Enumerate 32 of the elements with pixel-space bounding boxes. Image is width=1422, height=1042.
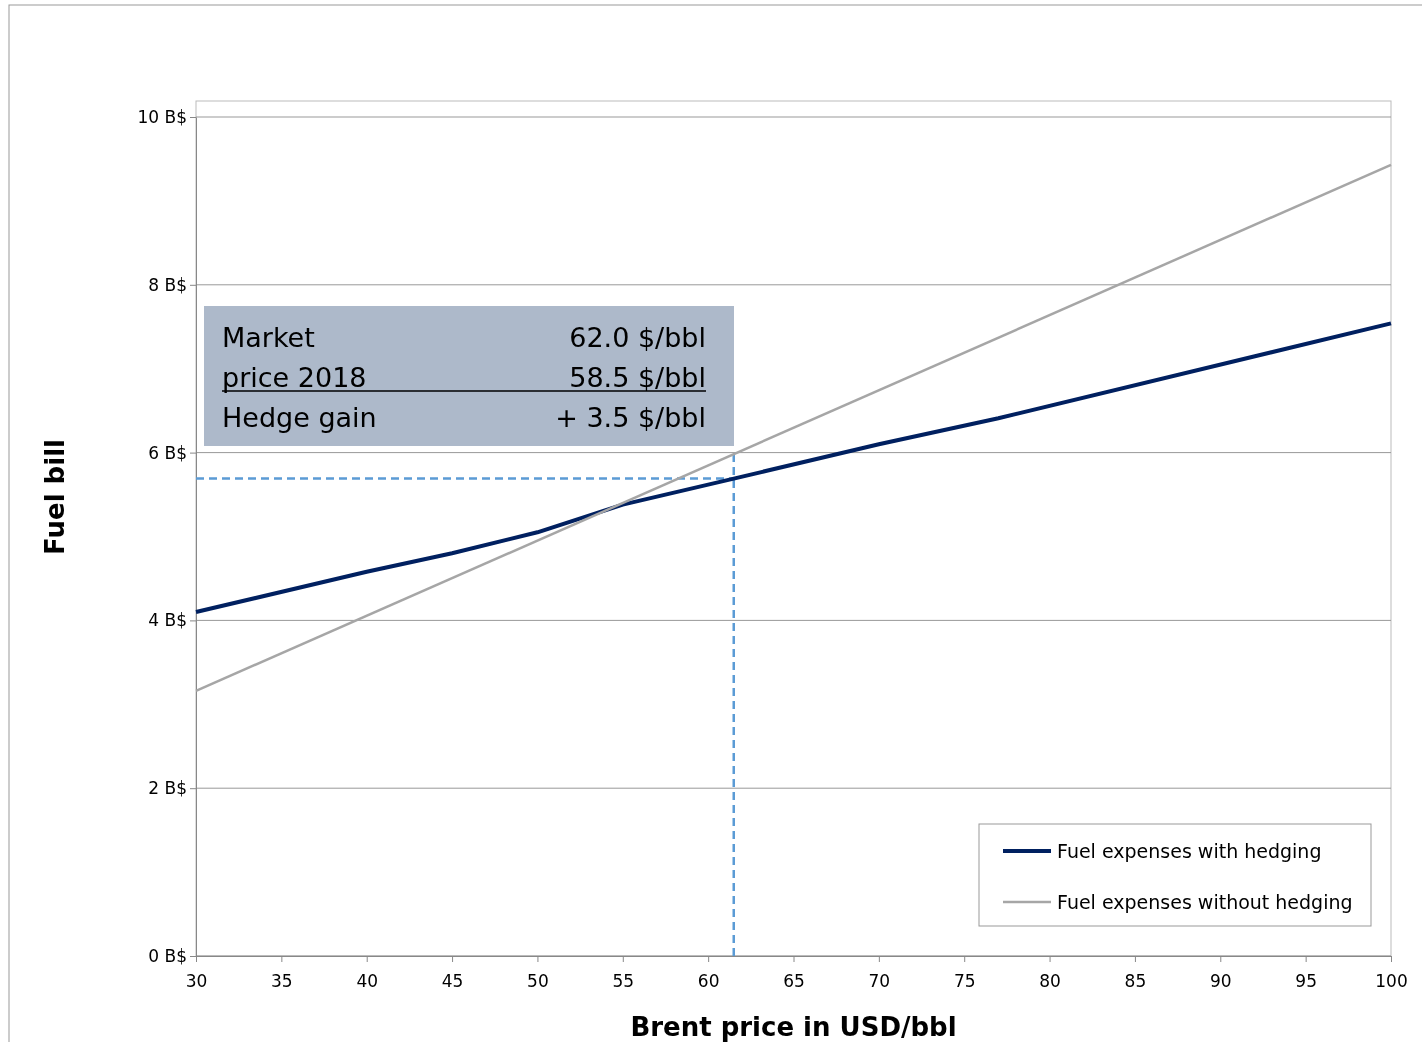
y-tick-label: 8 B$ — [148, 274, 187, 295]
legend-label: Fuel expenses without hedging — [1057, 891, 1353, 913]
x-tick-label: 75 — [953, 971, 976, 992]
annotation: price 2018 — [222, 362, 367, 393]
y-tick-label: 6 B$ — [148, 442, 187, 463]
x-tick-label: 40 — [356, 971, 379, 992]
x-tick-label: 55 — [612, 971, 635, 992]
y-tick-label: 0 B$ — [148, 945, 187, 966]
annotation: + 3.5 $/bbl — [555, 402, 706, 433]
y-tick-label: 2 B$ — [148, 778, 187, 799]
y-tick-label: 4 B$ — [148, 610, 187, 631]
annotation: Market — [222, 322, 315, 353]
y-axis-title: Fuel bill — [40, 439, 70, 555]
x-axis-title: Brent price in USD/bbl — [630, 1012, 957, 1042]
x-tick-label: 80 — [1039, 971, 1061, 992]
x-tick-label: 85 — [1124, 971, 1147, 992]
x-tick-label: 35 — [271, 971, 293, 992]
line-series — [194, 321, 1393, 615]
y-tick-label: 10 B$ — [137, 106, 187, 127]
x-tick-label: 30 — [185, 971, 208, 992]
x-tick-label: 45 — [441, 971, 464, 992]
x-tick-label: 95 — [1295, 971, 1317, 992]
legend-label: Fuel expenses with hedging — [1057, 840, 1322, 862]
x-tick-label: 60 — [697, 971, 720, 992]
annotation: Hedge gain — [222, 402, 377, 433]
x-tick-label: 70 — [868, 971, 891, 992]
annotation: 62.0 $/bbl — [569, 322, 706, 353]
x-tick-label: 90 — [1209, 971, 1232, 992]
x-tick-label: 65 — [783, 971, 805, 992]
x-tick-label: 50 — [527, 971, 549, 992]
x-tick-label: 100 — [1375, 971, 1408, 992]
annotation: 58.5 $/bbl — [569, 362, 706, 393]
